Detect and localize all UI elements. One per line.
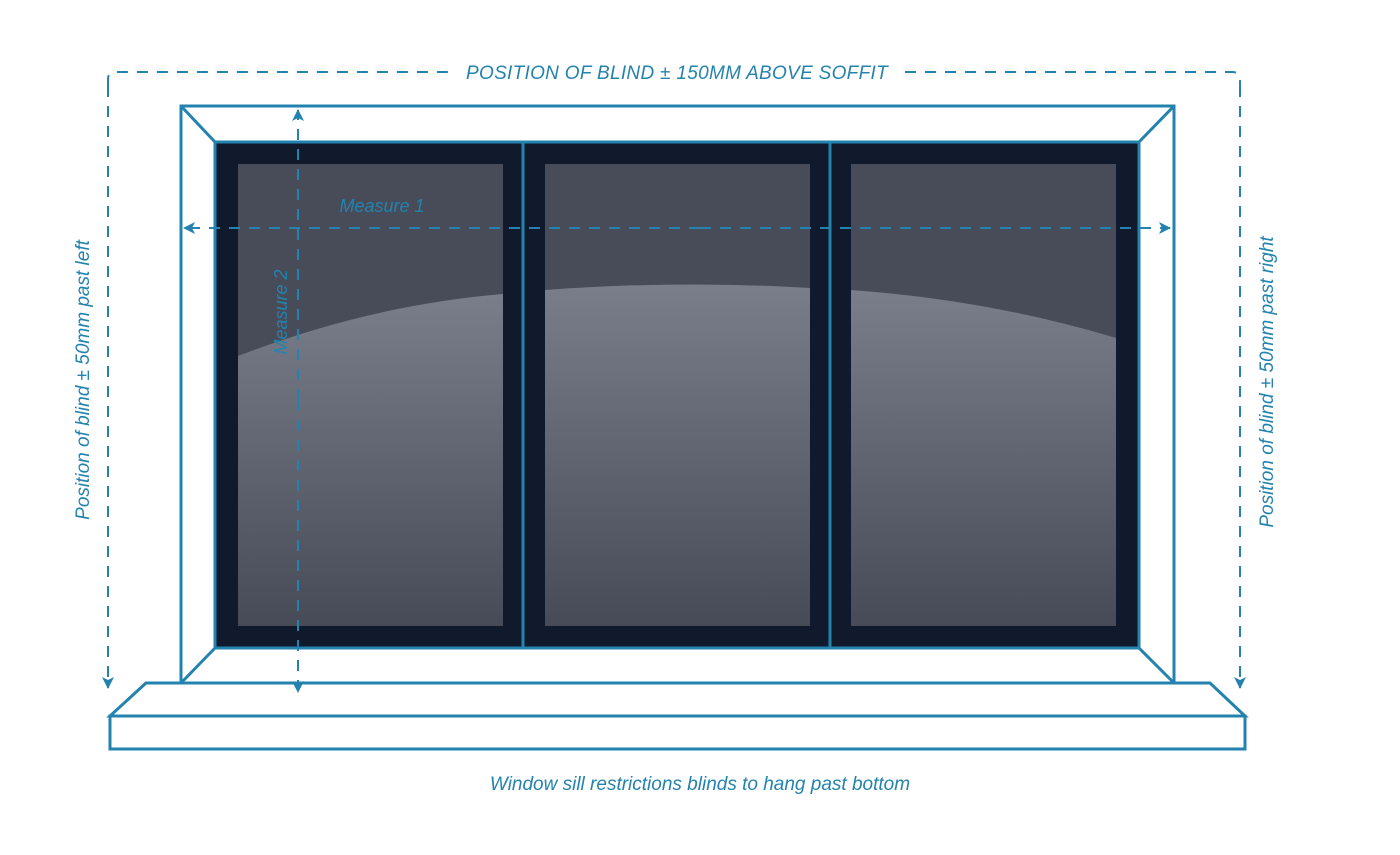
right-position-label: Position of blind ± 50mm past right [1257, 236, 1278, 528]
window-sill [106, 681, 1249, 751]
left-pane-reflection [238, 294, 503, 626]
sill-front [108, 714, 1247, 751]
measure-1-label: Measure 1 [339, 196, 424, 216]
top-position-label: POSITION OF BLIND ± 150MM ABOVE SOFFIT [466, 63, 889, 84]
window-sill-label: Window sill restrictions blinds to hang … [490, 774, 910, 795]
reveal-corner-top-left [179, 104, 217, 144]
top-guide-right-segment [905, 71, 1241, 86]
middle-pane [545, 164, 810, 626]
middle-pane-reflection [545, 284, 810, 626]
measure-2-label: Measure 2 [271, 269, 291, 354]
reveal-corner-top-right [1137, 104, 1176, 144]
reveal-corner-bottom-left [179, 646, 217, 685]
right-pane [851, 164, 1116, 626]
top-guide-left-segment [107, 71, 450, 86]
left-position-label: Position of blind ± 50mm past left [73, 239, 94, 519]
left-pane [238, 164, 503, 626]
reveal-corner-bottom-right [1137, 646, 1176, 685]
top-position-guide [107, 71, 1241, 86]
right-pane-reflection [851, 290, 1116, 626]
sill-top [106, 681, 1249, 718]
